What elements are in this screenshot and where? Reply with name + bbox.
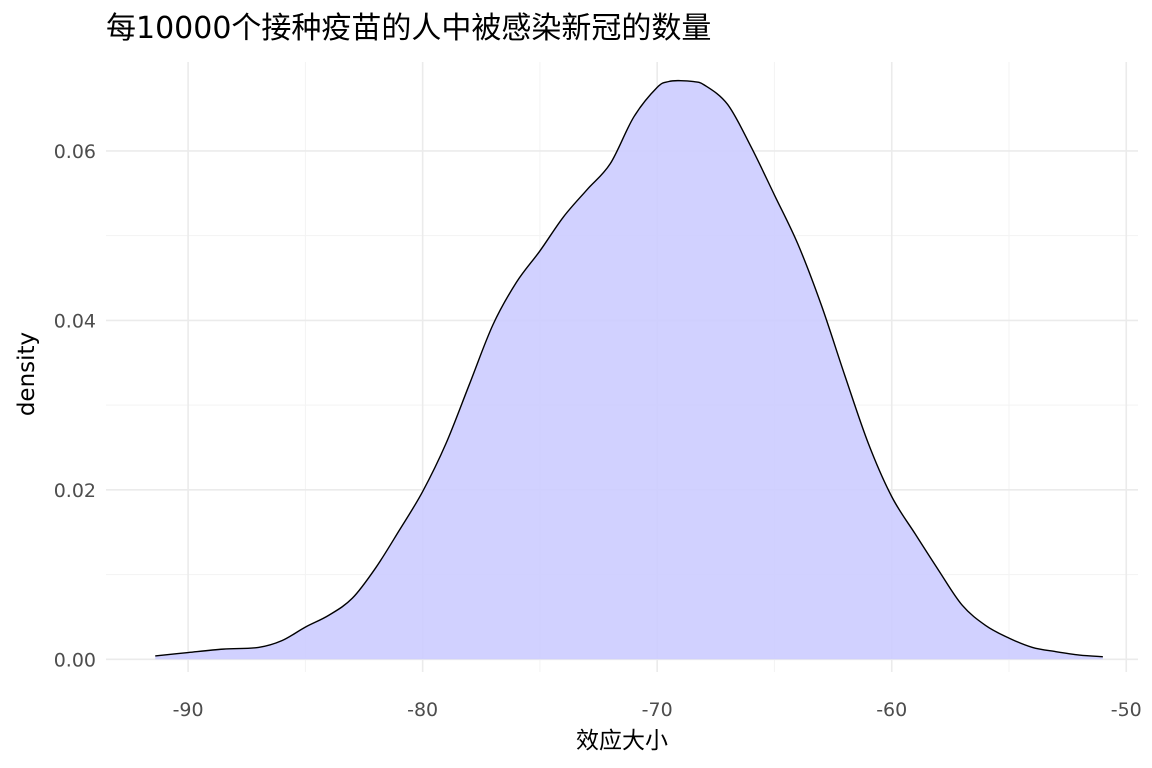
y-axis-tick-labels: 0.00 0.02 0.04 0.06 [54, 141, 96, 671]
x-tick-label: -80 [407, 699, 438, 721]
y-axis-title: density [14, 332, 40, 416]
x-tick-label: -70 [642, 699, 673, 721]
x-axis-title: 效应大小 [576, 728, 668, 754]
x-tick-label: -60 [876, 699, 907, 721]
x-tick-label: -90 [173, 699, 204, 721]
y-tick-label: 0.02 [54, 480, 96, 502]
x-tick-label: -50 [1111, 699, 1142, 721]
density-fill [155, 80, 1103, 660]
chart-title: 每10000个接种疫苗的人中被感染新冠的数量 [106, 11, 711, 46]
x-axis-tick-labels: -90 -80 -70 -60 -50 [173, 699, 1142, 721]
density-area-group [155, 79, 1103, 660]
y-tick-label: 0.04 [54, 310, 96, 332]
y-tick-label: 0.00 [54, 649, 96, 671]
y-tick-label: 0.06 [54, 141, 96, 163]
density-line [155, 79, 1103, 658]
